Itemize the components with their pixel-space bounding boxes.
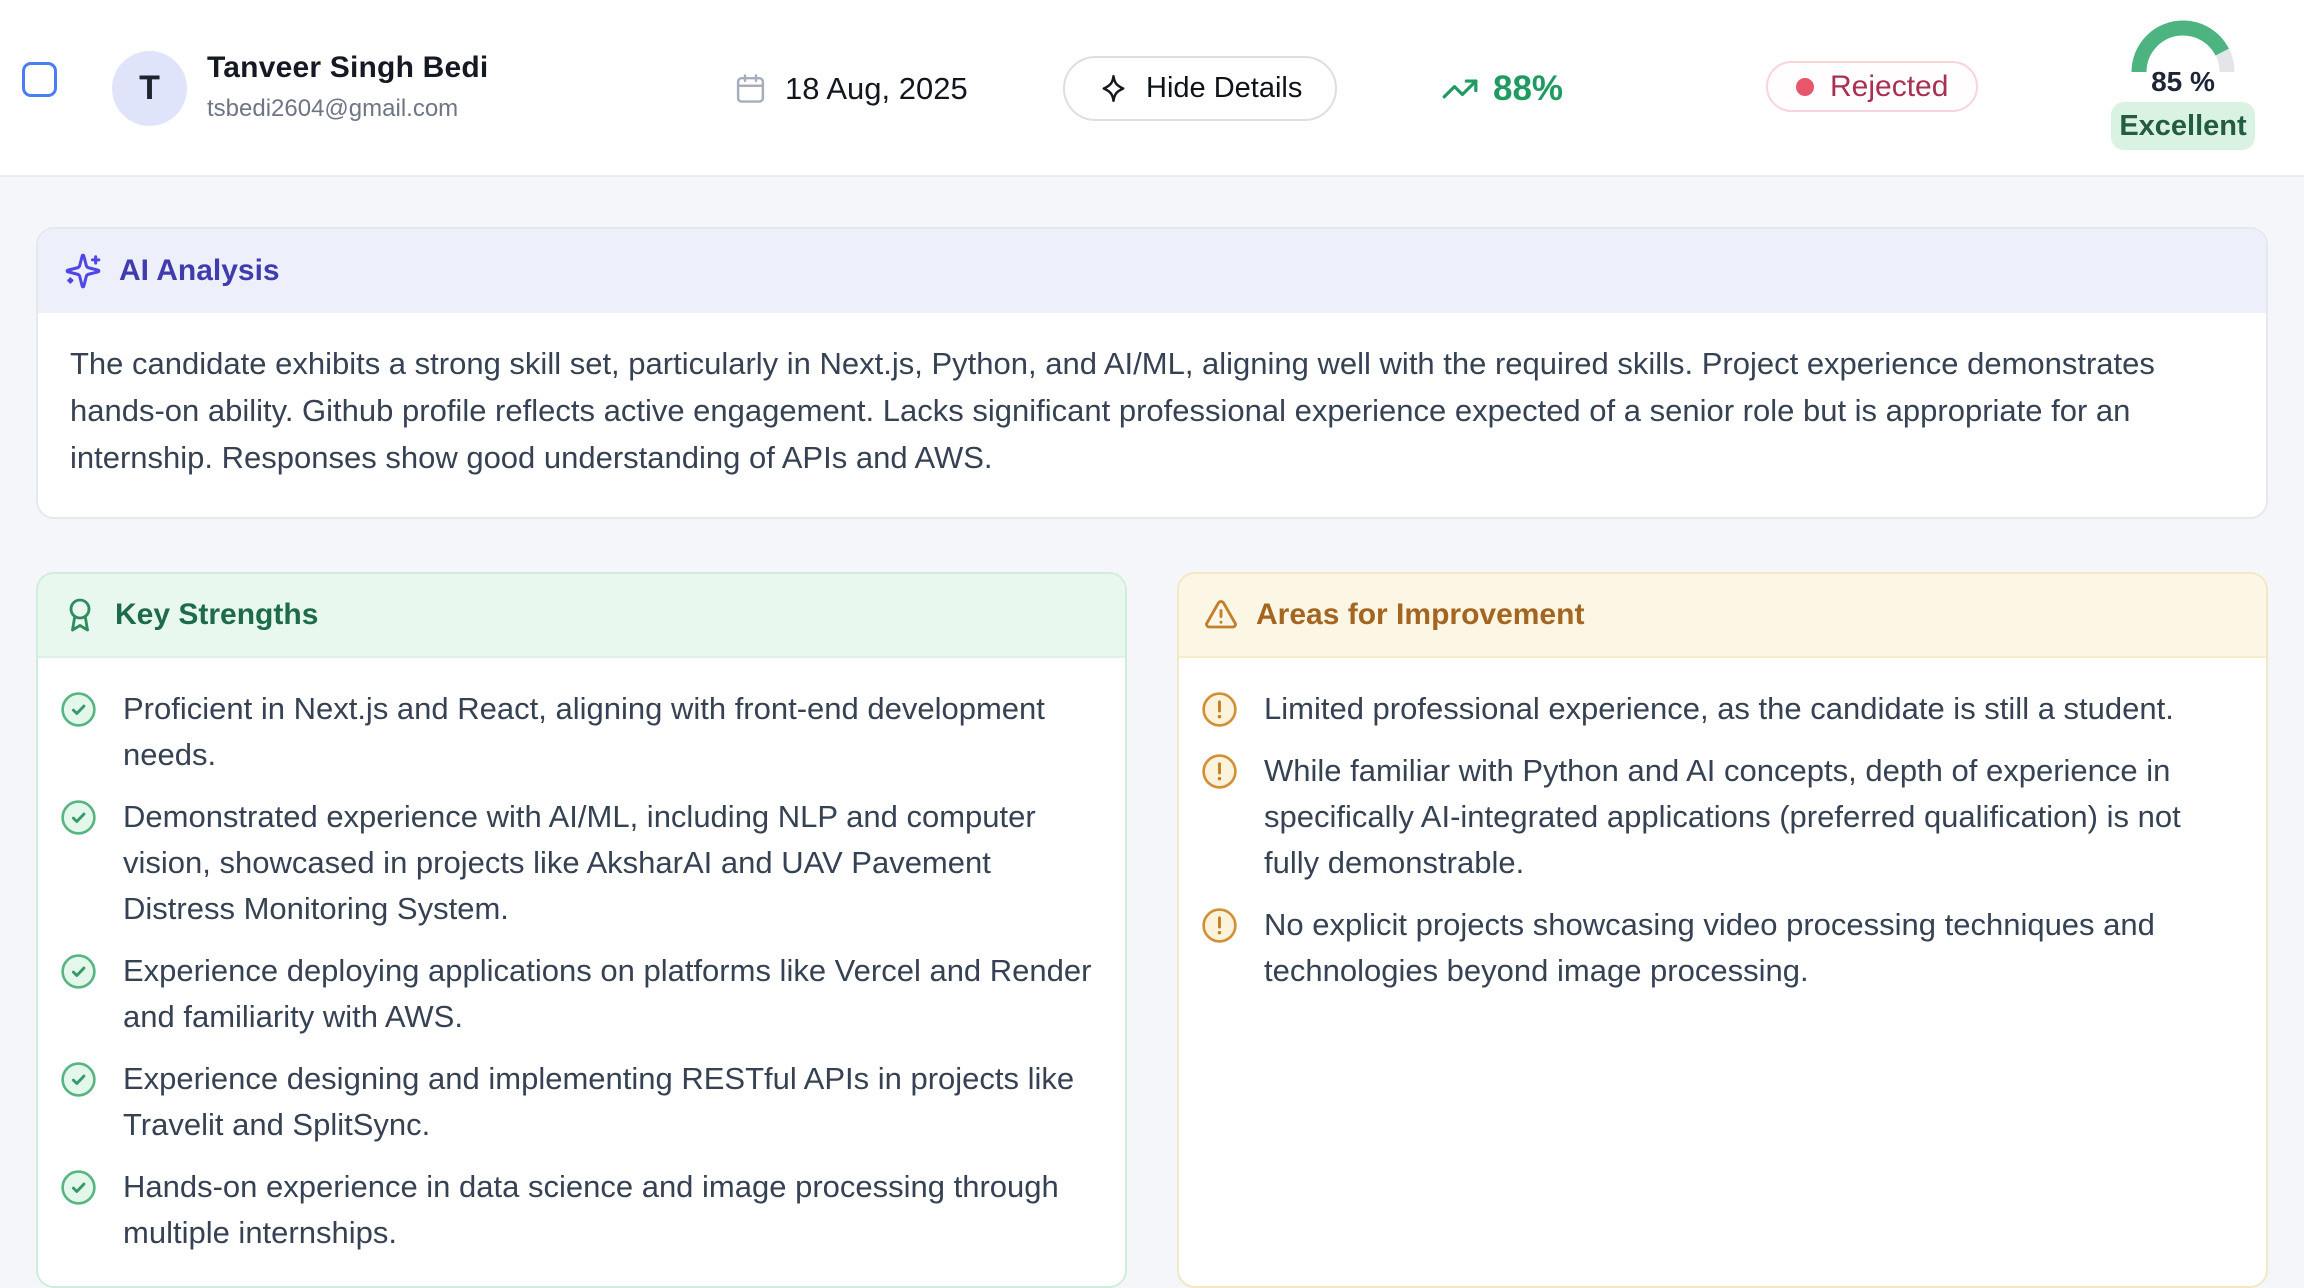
assessment-columns: Key Strengths Proficient in Next.js and …: [36, 572, 2268, 1288]
check-circle-icon: [61, 692, 96, 727]
areas-for-improvement-header: Areas for Improvement: [1179, 574, 2266, 658]
ai-analysis-text: The candidate exhibits a strong skill se…: [70, 346, 2155, 475]
key-strengths-title: Key Strengths: [115, 598, 319, 631]
check-circle-icon: [61, 954, 96, 989]
trending-up-icon: [1442, 79, 1478, 98]
candidate-identity: Tanveer Singh Bedi tsbedi2604@gmail.com: [207, 51, 488, 123]
candidate-name: Tanveer Singh Bedi: [207, 51, 489, 84]
match-percent-text: 88%: [1493, 68, 1564, 108]
match-score: 88%: [1441, 0, 1563, 177]
check-circle-icon: [61, 1062, 96, 1097]
candidate-email: tsbedi2604@gmail.com: [207, 95, 459, 122]
gauge-arc-value: [2131, 20, 2235, 73]
strengths-list: Proficient in Next.js and React, alignin…: [38, 658, 1125, 1286]
avatar: T: [112, 51, 187, 126]
improvements-list: Limited professional experience, as the …: [1179, 658, 2266, 1024]
score-gauge: 85 % Excellent: [2108, 16, 2258, 150]
hide-details-button[interactable]: Hide Details: [1063, 56, 1338, 121]
sparkles-icon: [65, 253, 101, 289]
select-candidate-checkbox[interactable]: [22, 62, 57, 97]
strength-item: Hands-on experience in data science and …: [60, 1164, 1095, 1256]
check-circle-icon: [61, 800, 96, 835]
strength-item: Demonstrated experience with AI/ML, incl…: [60, 794, 1095, 932]
gauge-value-text: 85 %: [2151, 66, 2215, 97]
application-date-text: 18 Aug, 2025: [785, 70, 968, 106]
hide-details-label: Hide Details: [1146, 72, 1303, 104]
improvement-item: While familiar with Python and AI concep…: [1201, 748, 2236, 886]
candidate-header-row: T Tanveer Singh Bedi tsbedi2604@gmail.co…: [0, 0, 2304, 177]
check-circle-icon: [61, 1170, 96, 1205]
key-strengths-card: Key Strengths Proficient in Next.js and …: [36, 572, 1127, 1288]
gauge-arc: [2131, 20, 2235, 73]
application-date: 18 Aug, 2025: [734, 0, 968, 177]
strength-item: Experience deploying applications on pla…: [60, 948, 1095, 1040]
alert-circle-icon: [1202, 692, 1237, 727]
candidate-details-panel: AI Analysis The candidate exhibits a str…: [0, 177, 2304, 1288]
award-icon: [69, 598, 91, 632]
avatar-initial: T: [139, 69, 160, 107]
improvement-item: Limited professional experience, as the …: [1201, 686, 2236, 732]
areas-for-improvement-title: Areas for Improvement: [1256, 598, 1585, 631]
ai-analysis-title: AI Analysis: [119, 254, 280, 287]
gauge-rating-badge: Excellent: [2111, 102, 2255, 150]
status-dot-icon: [1796, 77, 1814, 96]
calendar-icon: [736, 74, 765, 103]
areas-for-improvement-card: Areas for Improvement Limited profession…: [1177, 572, 2268, 1288]
ai-analysis-card: AI Analysis The candidate exhibits a str…: [36, 227, 2268, 519]
improvement-item: No explicit projects showcasing video pr…: [1201, 902, 2236, 994]
ai-analysis-header: AI Analysis: [38, 229, 2266, 313]
key-strengths-header: Key Strengths: [38, 574, 1125, 658]
strength-item: Proficient in Next.js and React, alignin…: [60, 686, 1095, 778]
strength-item: Experience designing and implementing RE…: [60, 1056, 1095, 1148]
alert-circle-icon: [1202, 754, 1237, 789]
status-label: Rejected: [1830, 69, 1949, 103]
status-badge: Rejected: [1766, 61, 1979, 112]
warning-triangle-icon: [1204, 600, 1238, 629]
alert-circle-icon: [1202, 908, 1237, 943]
sparkle-icon: [1102, 75, 1125, 102]
